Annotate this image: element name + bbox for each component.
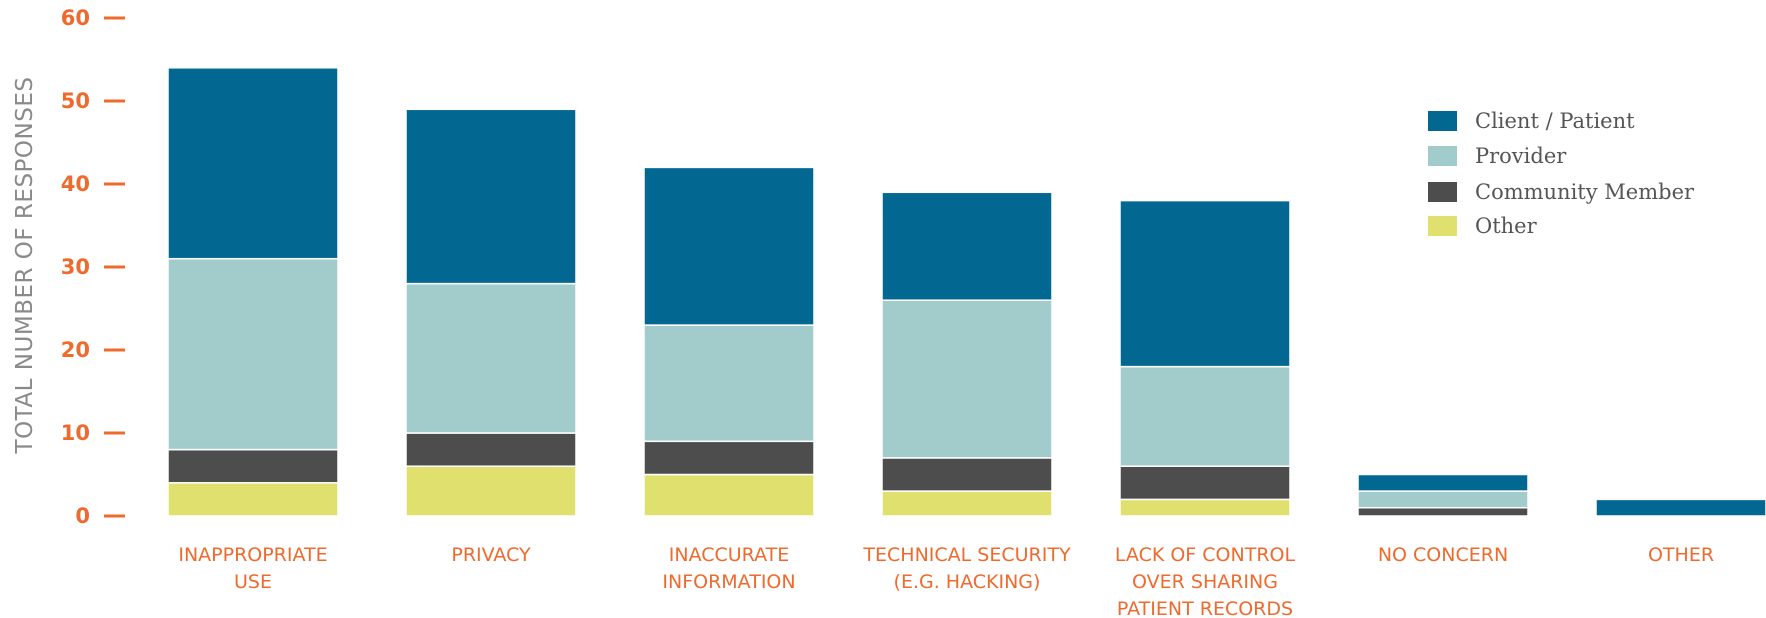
bar-segment	[1357, 490, 1529, 509]
bar-segment	[167, 67, 339, 260]
bar-segment	[405, 282, 577, 434]
legend-item: Other	[1428, 214, 1538, 238]
bar-stack	[167, 67, 339, 517]
bar-stack	[405, 108, 577, 517]
y-axis-label: TOTAL NUMBER OF RESPONSES	[12, 77, 38, 455]
legend-item: Client / Patient	[1428, 109, 1635, 133]
bar-segment	[405, 108, 577, 285]
bar-segment	[1595, 498, 1766, 517]
bar-segment	[643, 166, 815, 326]
bar-segment	[1357, 473, 1529, 492]
bar-stack	[1595, 498, 1766, 517]
x-axis-labels: INAPPROPRIATE USE PRIVACY INACCURATE INFORMA…	[178, 544, 1714, 618]
y-tick-label: 30	[61, 255, 90, 279]
bar-segment	[643, 473, 815, 517]
legend-label: Other	[1475, 214, 1538, 238]
bar-segment	[167, 482, 339, 517]
y-tick-label: 50	[61, 89, 90, 113]
y-axis: 0 10 20 30 40 50 60	[61, 6, 125, 528]
legend-swatch	[1428, 216, 1457, 236]
bar-stack	[1119, 199, 1291, 517]
legend: Client / Patient Provider Community Member…	[1428, 109, 1695, 238]
legend-swatch	[1428, 182, 1457, 202]
legend-item: Provider	[1428, 144, 1567, 168]
x-category-label: TECHNICAL SECURITY (E.G. HACKING)	[862, 544, 1071, 593]
bar-segment	[881, 191, 1053, 301]
bar-stack	[1357, 473, 1529, 517]
x-category-label: LACK OF CONTROL OVER SHARING PATIENT RECOR…	[1115, 544, 1296, 618]
bar-segment	[881, 457, 1053, 492]
bar-segment	[405, 465, 577, 517]
bar-segment	[1119, 498, 1291, 517]
bar-segment	[1119, 465, 1291, 501]
bar-segment	[167, 448, 339, 484]
y-tick-label: 0	[75, 504, 90, 528]
legend-swatch	[1428, 146, 1457, 166]
bar-stack	[643, 166, 815, 517]
legend-swatch	[1428, 111, 1457, 131]
bar-segment	[1357, 506, 1529, 517]
y-tick-label: 10	[61, 421, 90, 445]
x-category-label: INAPPROPRIATE USE	[178, 544, 327, 593]
x-category-label: OTHER	[1648, 544, 1714, 566]
bar-segment	[405, 432, 577, 467]
y-tick-label: 40	[61, 172, 90, 196]
bar-segment	[881, 299, 1053, 459]
bar-segment	[881, 490, 1053, 517]
x-category-label: INACCURATE INFORMATION	[662, 544, 795, 593]
x-category-label: PRIVACY	[451, 544, 531, 566]
bar-segment	[1119, 199, 1291, 368]
y-tick-label: 60	[61, 6, 90, 30]
bar-segment	[643, 440, 815, 476]
bars	[167, 67, 1766, 517]
bar-segment	[1119, 365, 1291, 467]
y-tick-label: 20	[61, 338, 90, 362]
legend-item: Community Member	[1428, 180, 1695, 204]
legend-label: Provider	[1475, 144, 1567, 168]
legend-label: Community Member	[1475, 180, 1695, 204]
legend-label: Client / Patient	[1475, 109, 1635, 133]
bar-segment	[167, 257, 339, 451]
bar-stack	[881, 191, 1053, 517]
bar-segment	[643, 324, 815, 443]
x-category-label: NO CONCERN	[1378, 544, 1508, 566]
